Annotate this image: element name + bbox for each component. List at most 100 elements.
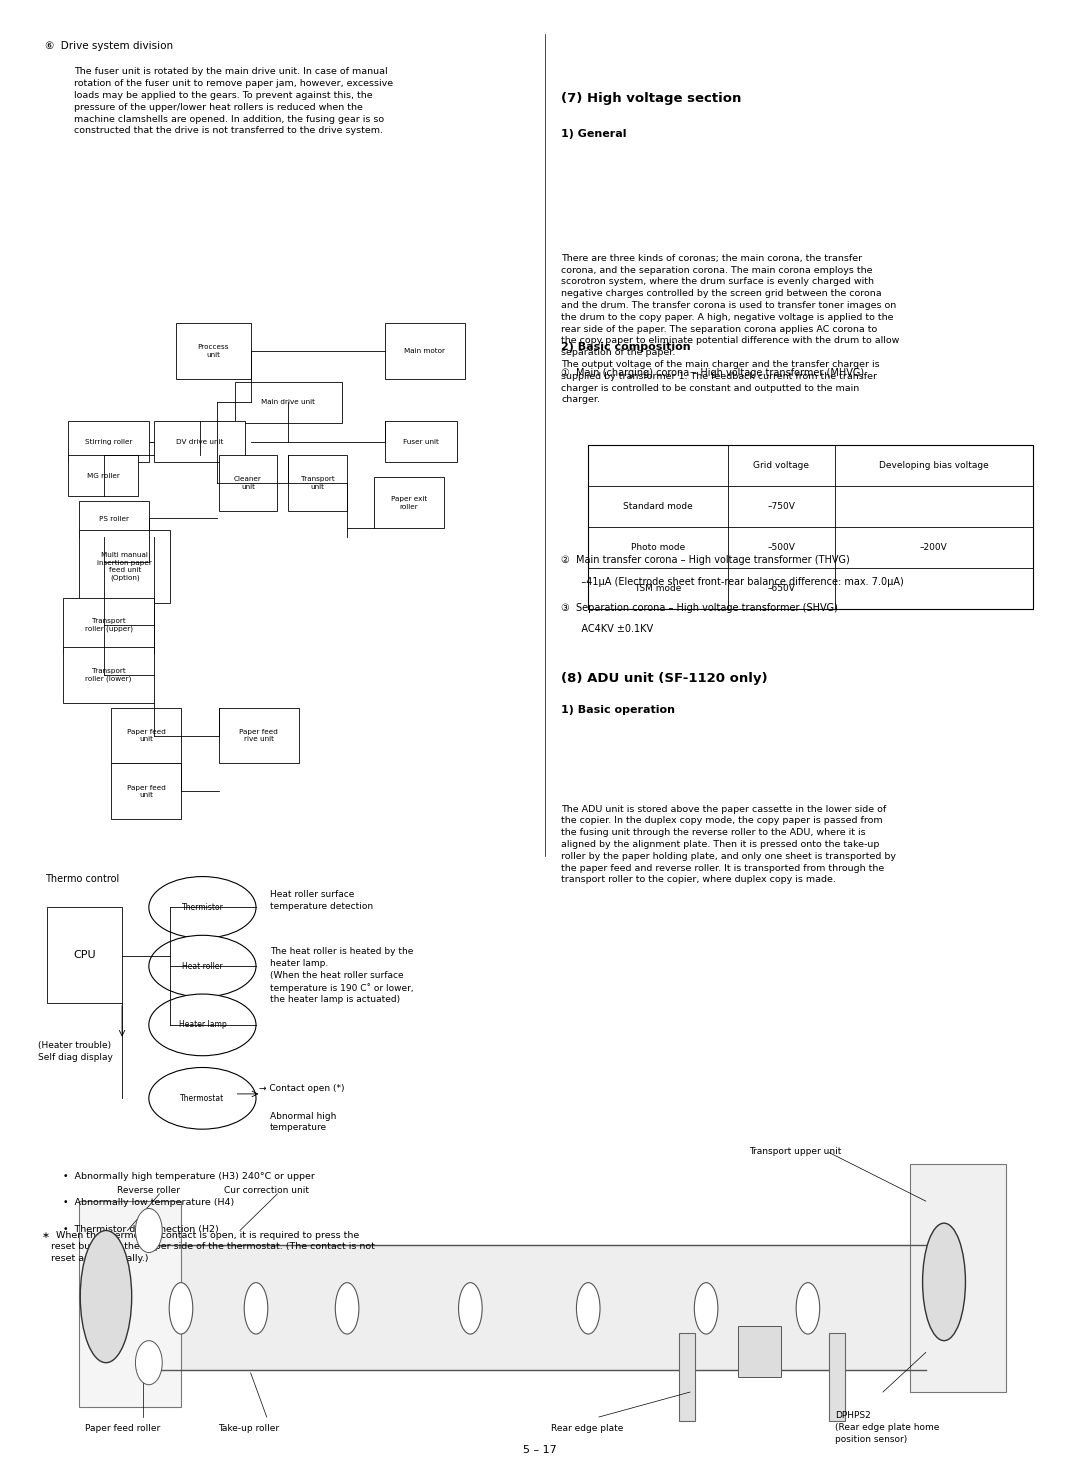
Ellipse shape xyxy=(335,1282,359,1334)
Text: –750V: –750V xyxy=(767,502,795,511)
Text: The heat roller is heated by the
heater lamp.
(When the heat roller surface
temp: The heat roller is heated by the heater … xyxy=(270,947,414,1004)
Text: 1) General: 1) General xyxy=(562,128,626,139)
Text: Reverse roller: Reverse roller xyxy=(117,1186,179,1195)
Bar xyxy=(176,323,251,378)
Ellipse shape xyxy=(135,1208,162,1252)
Ellipse shape xyxy=(149,876,256,938)
Text: Proccess
unit: Proccess unit xyxy=(198,344,229,357)
Text: AC4KV ±0.1KV: AC4KV ±0.1KV xyxy=(572,623,653,634)
Text: ⑥  Drive system division: ⑥ Drive system division xyxy=(45,41,173,50)
Ellipse shape xyxy=(80,1230,132,1363)
Text: –500V: –500V xyxy=(767,544,795,552)
Ellipse shape xyxy=(149,935,256,997)
Bar xyxy=(63,598,154,653)
Bar xyxy=(739,1326,781,1378)
Text: Transport
roller (upper): Transport roller (upper) xyxy=(84,619,133,632)
Bar xyxy=(589,445,1032,609)
Bar xyxy=(68,455,138,496)
Text: The fuser unit is rotated by the main drive unit. In case of manual
rotation of : The fuser unit is rotated by the main dr… xyxy=(73,68,393,136)
Ellipse shape xyxy=(922,1223,966,1341)
Bar xyxy=(79,501,149,538)
Text: Main drive unit: Main drive unit xyxy=(261,399,315,405)
Text: Heat roller surface
temperature detection: Heat roller surface temperature detectio… xyxy=(270,889,373,911)
Text: Fuser unit: Fuser unit xyxy=(403,439,438,445)
Ellipse shape xyxy=(170,1282,193,1334)
Text: 5 – 17: 5 – 17 xyxy=(523,1445,557,1455)
Bar xyxy=(384,421,458,462)
Text: Paper feed
unit: Paper feed unit xyxy=(126,728,165,743)
Text: 2) Basic composition: 2) Basic composition xyxy=(562,343,691,352)
Text: Photo mode: Photo mode xyxy=(631,544,685,552)
Text: ①  Main (charging) corona – High voltage transformer (MHVG): ① Main (charging) corona – High voltage … xyxy=(562,368,865,378)
Text: Heat roller: Heat roller xyxy=(183,962,222,970)
Bar xyxy=(374,477,444,529)
Bar xyxy=(234,381,341,422)
Text: ②  Main transfer corona – High voltage transformer (THVG): ② Main transfer corona – High voltage tr… xyxy=(562,555,850,564)
Text: MG roller: MG roller xyxy=(86,473,120,479)
Text: Paper feed
unit: Paper feed unit xyxy=(126,784,165,798)
Ellipse shape xyxy=(149,994,256,1056)
Text: Paper feed
rive unit: Paper feed rive unit xyxy=(240,728,279,743)
Ellipse shape xyxy=(135,1341,162,1385)
Bar xyxy=(111,707,181,764)
Text: (7) High voltage section: (7) High voltage section xyxy=(562,92,742,105)
Text: Stirring roller: Stirring roller xyxy=(85,439,133,445)
Text: –41μA (Electrode sheet front-rear balance difference: max. 7.0μA): –41μA (Electrode sheet front-rear balanc… xyxy=(572,578,904,586)
Bar xyxy=(909,1164,1007,1391)
Text: •  Abnormally high temperature (H3) 240°C or upper: • Abnormally high temperature (H3) 240°C… xyxy=(63,1171,315,1180)
Text: Thermostat: Thermostat xyxy=(180,1094,225,1103)
Bar xyxy=(48,907,122,1003)
Ellipse shape xyxy=(577,1282,600,1334)
Text: Multi manual
insertion paper
feed unit
(Option): Multi manual insertion paper feed unit (… xyxy=(97,552,152,580)
Text: Transport upper unit: Transport upper unit xyxy=(748,1146,841,1156)
Text: CPU: CPU xyxy=(73,950,96,960)
Text: PS roller: PS roller xyxy=(99,515,129,521)
Bar xyxy=(68,421,149,462)
Bar xyxy=(384,323,465,378)
Bar xyxy=(111,764,181,820)
Bar xyxy=(154,421,245,462)
Bar xyxy=(144,1245,926,1371)
Text: Transport
roller (lower): Transport roller (lower) xyxy=(85,669,132,682)
Text: Developing bias voltage: Developing bias voltage xyxy=(879,461,988,470)
Text: Grid voltage: Grid voltage xyxy=(753,461,809,470)
Text: ∗  When the thermostat contact is open, it is required to press the
   reset but: ∗ When the thermostat contact is open, i… xyxy=(42,1230,375,1263)
Text: Paper exit
roller: Paper exit roller xyxy=(391,496,427,510)
Bar xyxy=(79,530,171,604)
Text: There are three kinds of coronas; the main corona, the transfer
corona, and the : There are three kinds of coronas; the ma… xyxy=(562,254,900,405)
Bar xyxy=(829,1334,846,1421)
Text: •  Thermistor disconnection (H2): • Thermistor disconnection (H2) xyxy=(63,1224,219,1233)
Text: –200V: –200V xyxy=(920,544,948,552)
Text: (8) ADU unit (SF-1120 only): (8) ADU unit (SF-1120 only) xyxy=(562,672,768,685)
Bar xyxy=(218,707,299,764)
Text: Main motor: Main motor xyxy=(404,347,445,354)
Text: •  Abnormally low temperature (H4): • Abnormally low temperature (H4) xyxy=(63,1198,234,1207)
Text: Take-up roller: Take-up roller xyxy=(218,1424,280,1433)
Ellipse shape xyxy=(694,1282,718,1334)
Bar xyxy=(218,455,278,511)
Text: Heater lamp: Heater lamp xyxy=(178,1021,227,1029)
Text: DV drive unit: DV drive unit xyxy=(176,439,224,445)
Ellipse shape xyxy=(244,1282,268,1334)
Text: The ADU unit is stored above the paper cassette in the lower side of
the copier.: The ADU unit is stored above the paper c… xyxy=(562,805,896,885)
Ellipse shape xyxy=(459,1282,482,1334)
Text: Thermo control: Thermo control xyxy=(45,873,119,883)
Text: Thermistor: Thermistor xyxy=(181,902,224,911)
Bar xyxy=(288,455,347,511)
Text: 1) Basic operation: 1) Basic operation xyxy=(562,705,675,715)
Text: → Contact open (*): → Contact open (*) xyxy=(259,1084,345,1093)
Text: Cleaner
unit: Cleaner unit xyxy=(234,476,262,490)
Text: Paper feed roller: Paper feed roller xyxy=(84,1424,160,1433)
Text: Standard mode: Standard mode xyxy=(623,502,692,511)
Ellipse shape xyxy=(796,1282,820,1334)
Bar xyxy=(679,1334,696,1421)
Text: (Heater trouble)
Self diag display: (Heater trouble) Self diag display xyxy=(39,1041,113,1062)
Text: Rear edge plate: Rear edge plate xyxy=(551,1424,623,1433)
Text: –650V: –650V xyxy=(767,585,795,594)
Text: ③  Separation corona – High voltage transformer (SHVG): ③ Separation corona – High voltage trans… xyxy=(562,604,838,613)
Ellipse shape xyxy=(149,1068,256,1128)
Text: TSM mode: TSM mode xyxy=(634,585,681,594)
Text: DPHPS2
(Rear edge plate home
position sensor): DPHPS2 (Rear edge plate home position se… xyxy=(835,1411,940,1443)
Bar xyxy=(63,647,154,703)
Bar xyxy=(79,1201,181,1406)
